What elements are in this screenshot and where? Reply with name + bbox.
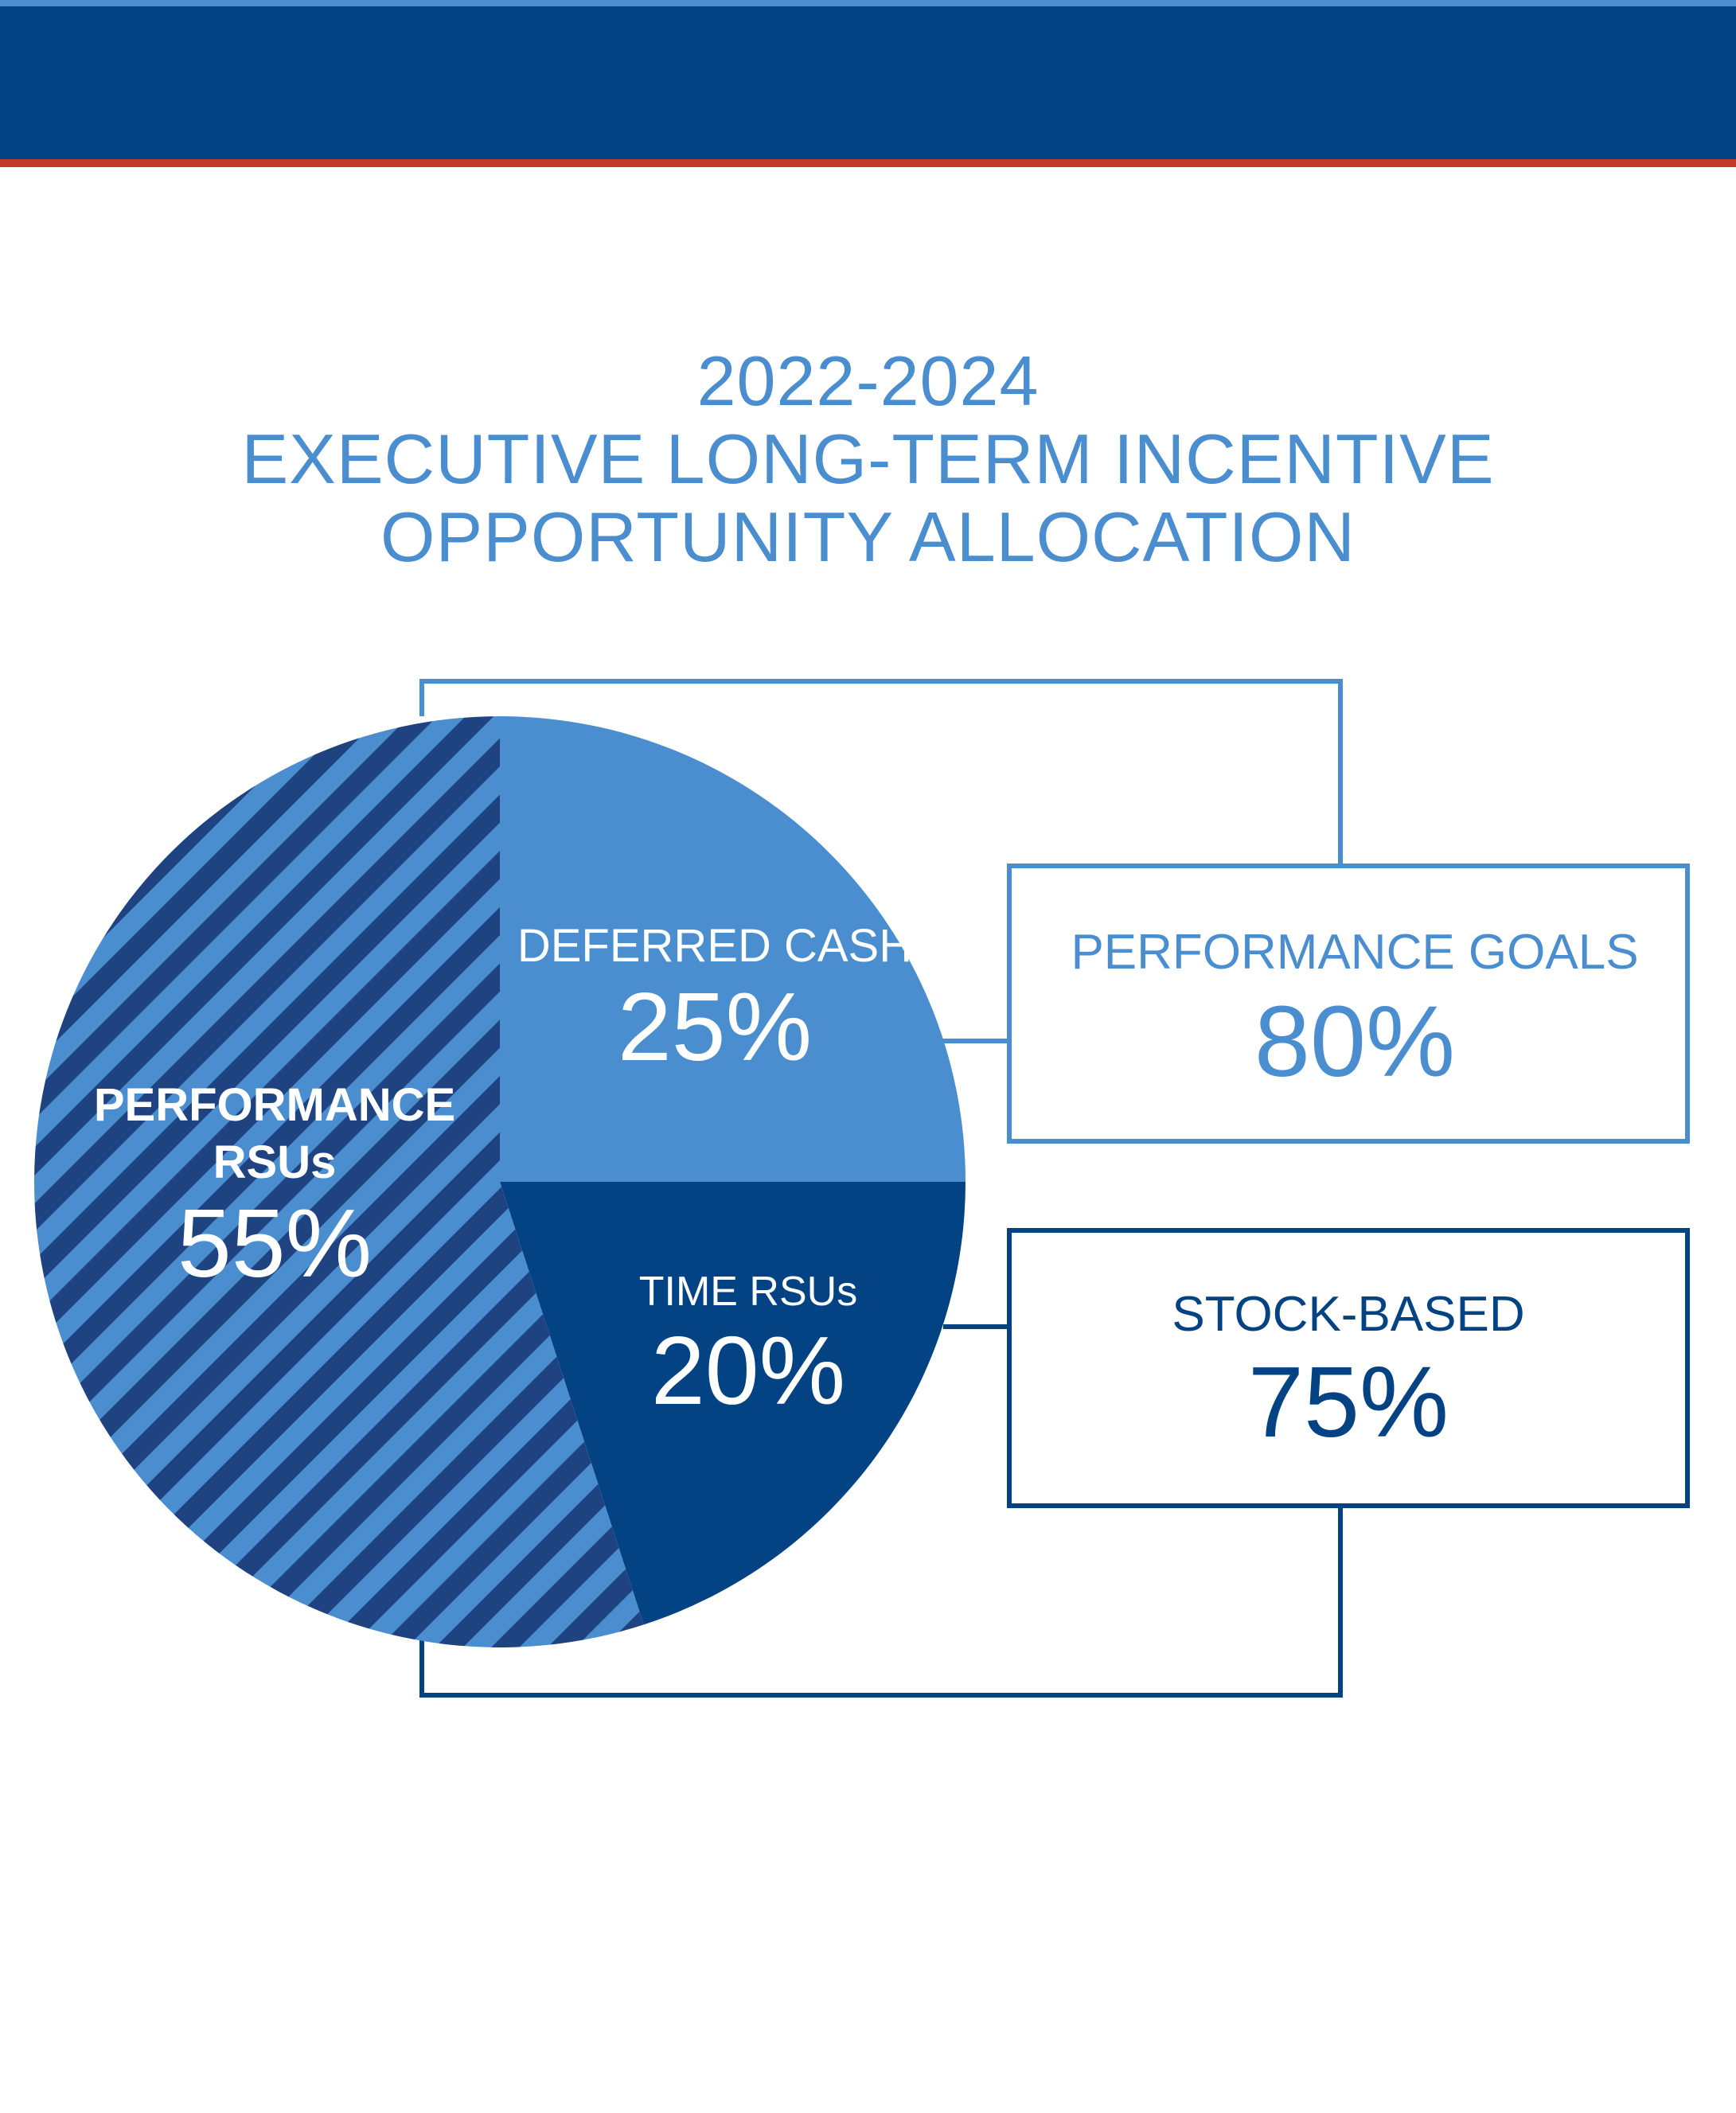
time-rsus-value: 20% <box>651 1316 845 1425</box>
stock-based-label: STOCK-BASED <box>1172 1287 1524 1342</box>
slice-time-rsus <box>500 1182 966 1625</box>
chart-title-years: 2022-2024 <box>696 341 1040 420</box>
performance-goals-label: PERFORMANCE GOALS <box>1071 925 1638 980</box>
performance-goals-value: 80% <box>1254 985 1455 1097</box>
header-bar <box>0 0 1736 167</box>
stock-based-box <box>1007 1228 1690 1508</box>
performance-rsus-label-line-1: PERFORMANCE <box>94 1079 455 1131</box>
performance-rsus-label-line-2: RSUs <box>213 1136 337 1188</box>
chart-title: 2022-2024 EXECUTIVE LONG-TERM INCENTIVE … <box>0 342 1736 576</box>
deferred-cash-label: DEFERRED CASH <box>517 920 912 972</box>
slice-deferred-cash <box>500 716 966 1182</box>
chart-title-line-2: EXECUTIVE LONG-TERM INCENTIVE <box>241 419 1495 498</box>
header-accent-rule <box>0 159 1736 167</box>
slice-performance-rsus <box>34 716 644 1647</box>
time-rsus-label: TIME RSUs <box>639 1269 857 1315</box>
chart-title-line-3: OPPORTUNITY ALLOCATION <box>380 497 1356 576</box>
stock-based-value: 75% <box>1248 1346 1449 1458</box>
pie-slices <box>34 716 966 1647</box>
performance-goals-bracket <box>419 679 1343 864</box>
stock-based-bracket <box>419 1506 1343 1698</box>
performance-rsus-value: 55% <box>178 1189 372 1297</box>
deferred-cash-value: 25% <box>618 973 812 1081</box>
performance-goals-box <box>1007 864 1690 1144</box>
